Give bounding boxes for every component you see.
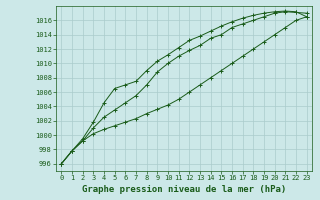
X-axis label: Graphe pression niveau de la mer (hPa): Graphe pression niveau de la mer (hPa) <box>82 185 286 194</box>
